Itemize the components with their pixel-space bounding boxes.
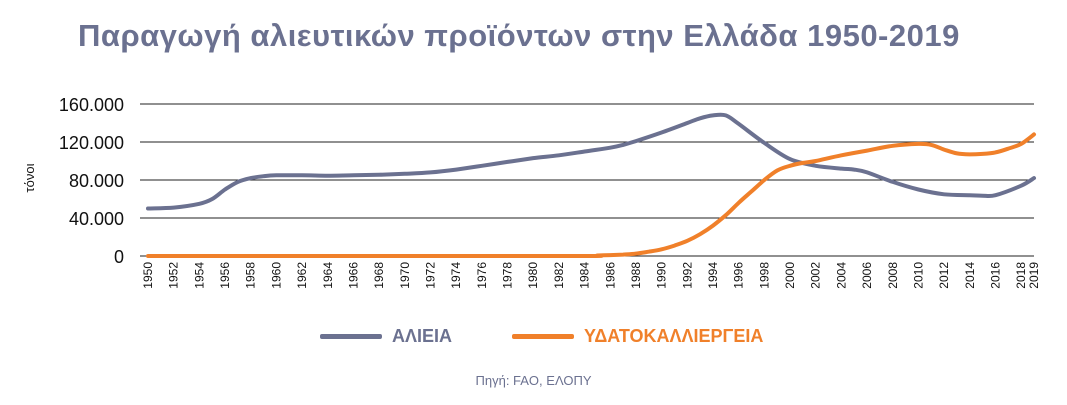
x-tick-label: 1974: [449, 262, 463, 289]
y-tick-label: 0: [114, 247, 124, 267]
chart-title: Παραγωγή αλιευτικών προϊόντων στην Ελλάδ…: [78, 18, 960, 53]
x-tick-label: 1988: [629, 262, 643, 289]
x-tick-label: 2010: [911, 262, 925, 289]
x-tick-label: 1970: [398, 262, 412, 289]
legend-swatch-aquaculture: [512, 333, 574, 339]
y-axis-label: τόνοι: [22, 163, 37, 192]
x-tick-label: 2004: [834, 262, 848, 289]
x-tick-label: 1958: [244, 262, 258, 289]
legend-label-fishing: ΑΛΙΕΙΑ: [392, 325, 453, 346]
x-tick-label: 2012: [937, 262, 951, 289]
x-tick-label: 2002: [809, 262, 823, 289]
legend-item-aquaculture: ΥΔΑΤΟΚΑΛΛΙΕΡΓΕΙΑ: [512, 323, 763, 349]
y-tick-labels: 0 40.000 80.000 120.000 160.000: [59, 95, 124, 267]
x-tick-label: 1972: [423, 262, 437, 289]
x-tick-label: 1986: [603, 262, 617, 289]
series-lines: [146, 112, 1036, 259]
x-tick-label: 1996: [732, 262, 746, 289]
x-tick-label: 1984: [578, 262, 592, 289]
x-tick-label: 1990: [655, 262, 669, 289]
x-tick-label: 2000: [783, 262, 797, 289]
x-tick-label: 2014: [963, 262, 977, 289]
legend-item-fishing: ΑΛΙΕΙΑ: [320, 323, 452, 349]
legend-label-aquaculture: ΥΔΑΤΟΚΑΛΛΙΕΡΓΕΙΑ: [584, 325, 764, 346]
x-tick-label: 1950: [141, 262, 155, 289]
x-tick-label: 2016: [988, 262, 1002, 289]
x-tick-label: 1980: [526, 262, 540, 289]
x-tick-label: 1956: [218, 262, 232, 289]
x-tick-label: 1968: [372, 262, 386, 289]
x-tick-label: 2008: [886, 262, 900, 289]
x-tick-label: 1978: [501, 262, 515, 289]
series-line-aquaculture: [146, 132, 1036, 259]
x-tick-label: 1966: [346, 262, 360, 289]
source-note: Πηγή: FAO, ΕΛΟΠΥ: [475, 373, 592, 388]
x-tick-label: 1976: [475, 262, 489, 289]
x-tick-label: 1992: [680, 262, 694, 289]
x-tick-label: 1964: [321, 262, 335, 289]
y-tick-label: 40.000: [69, 209, 124, 229]
y-tick-label: 160.000: [59, 95, 124, 115]
x-tick-label: 1954: [192, 262, 206, 289]
x-tick-label: 1994: [706, 262, 720, 289]
grid-lines: [140, 103, 1034, 257]
y-tick-label: 80.000: [69, 171, 124, 191]
y-tick-label: 120.000: [59, 133, 124, 153]
series-line-fishing: [146, 112, 1036, 211]
x-tick-label: 1998: [757, 262, 771, 289]
x-tick-label: 2019: [1027, 262, 1041, 289]
x-tick-label: 2006: [860, 262, 874, 289]
x-tick-label: 1952: [167, 262, 181, 289]
x-tick-label: 1982: [552, 262, 566, 289]
legend-swatch-fishing: [320, 333, 382, 339]
x-tick-label: 1962: [295, 262, 309, 289]
x-tick-label: 2018: [1014, 262, 1028, 289]
x-tick-label: 1960: [269, 262, 283, 289]
x-tick-labels: 1950 1952 1954 1956 1958 1960 1962 1964 1966 1968…: [141, 262, 1041, 289]
